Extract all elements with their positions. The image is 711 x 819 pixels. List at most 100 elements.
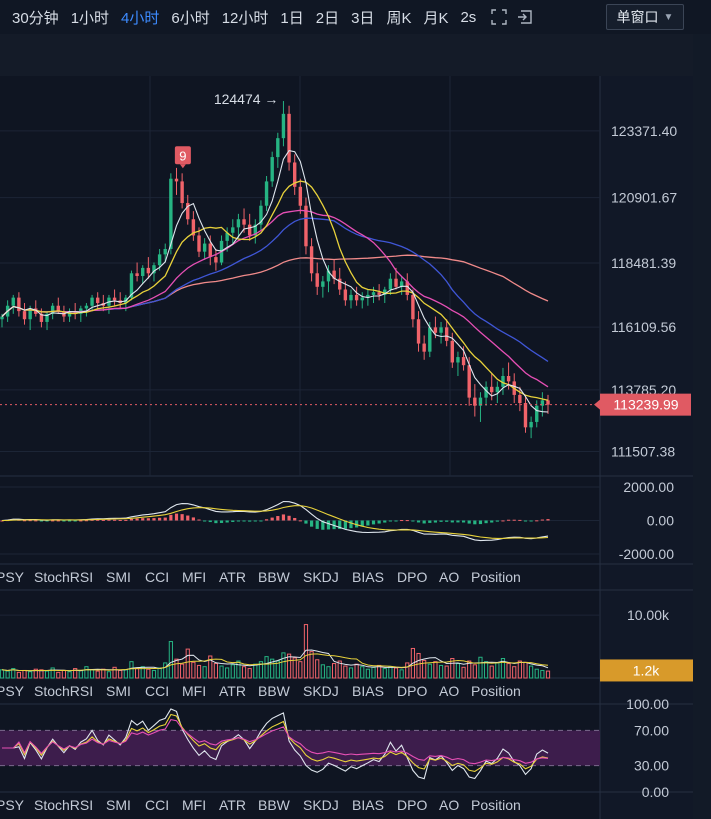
candle-body[interactable] [540,400,545,406]
candle-body[interactable] [270,157,274,182]
indicator-tab-psy[interactable]: PSY [0,797,25,813]
candle-body[interactable] [214,257,218,263]
candle-body[interactable] [529,421,533,428]
chart-canvas[interactable]: 123371.40120901.67118481.39116109.561137… [0,76,693,819]
candle-body[interactable] [546,400,550,405]
candle-body[interactable] [450,340,455,363]
indicator-tab-skdj[interactable]: SKDJ [303,569,339,585]
candle-body[interactable] [50,305,55,314]
indicator-tab-bias[interactable]: BIAS [352,797,384,813]
candle-body[interactable] [39,313,44,322]
candle-body[interactable] [208,243,212,258]
indicator-tab-atr[interactable]: ATR [219,683,246,699]
indicator-tab-dpo[interactable]: DPO [397,569,427,585]
indicator-tab-bbw[interactable]: BBW [258,797,291,813]
indicator-tab-stochrsi[interactable]: StochRSI [34,797,93,813]
candle-body[interactable] [309,246,314,274]
indicator-tab-dpo[interactable]: DPO [397,797,427,813]
candle-body[interactable] [388,278,393,290]
indicator-tab-mfi[interactable]: MFI [182,569,206,585]
indicator-tab-mfi[interactable]: MFI [182,797,206,813]
timeframe-4h[interactable]: 4小时 [121,9,160,27]
indicator-tab-cci[interactable]: CCI [145,569,169,585]
indicator-tab-bias[interactable]: BIAS [352,569,384,585]
candle-body[interactable] [242,219,246,225]
indicator-tab-stochrsi[interactable]: StochRSI [34,683,93,699]
timeframe-1h[interactable]: 1小时 [70,9,110,27]
candle-body[interactable] [253,224,257,236]
candle-body[interactable] [141,267,145,276]
indicator-tab-bias[interactable]: BIAS [352,683,384,699]
candle-body[interactable] [518,394,522,404]
candle-body[interactable] [191,219,196,236]
timeframe-2d[interactable]: 2日 [315,9,340,27]
candle-body[interactable] [366,294,370,298]
candle-body[interactable] [478,397,483,406]
window-mode-select[interactable]: 单窗口 ▼ [606,4,684,30]
candle-body[interactable] [473,397,477,406]
candle-body[interactable] [247,224,252,236]
candle-body[interactable] [439,327,443,333]
candle-body[interactable] [399,281,404,287]
candle-body[interactable] [428,327,432,352]
timeframe-12h[interactable]: 12小时 [221,9,269,27]
candle-body[interactable] [11,297,15,306]
indicator-tab-position[interactable]: Position [471,569,521,585]
candle-body[interactable] [332,270,336,279]
indicator-tab-psy[interactable]: PSY [0,683,25,699]
candle-body[interactable] [264,181,269,206]
candle-body[interactable] [0,316,4,320]
candle-body[interactable] [169,178,173,249]
candle-body[interactable] [467,365,471,398]
candle-body[interactable] [236,219,241,228]
indicator-tab-smi[interactable]: SMI [106,569,131,585]
candle-body[interactable] [349,294,353,301]
timeframe-month[interactable]: 月K [423,9,449,27]
candle-body[interactable] [371,292,376,295]
indicator-tab-bbw[interactable]: BBW [258,683,291,699]
candle-body[interactable] [22,311,27,320]
timeframe-3d[interactable]: 3日 [351,9,375,27]
indicator-tab-bbw[interactable]: BBW [258,569,291,585]
indicator-tab-smi[interactable]: SMI [106,797,131,813]
candle-body[interactable] [490,386,494,393]
candle-body[interactable] [84,305,89,309]
candle-body[interactable] [326,270,331,282]
candle-body[interactable] [180,181,184,204]
candle-body[interactable] [321,281,325,287]
indicator-tab-position[interactable]: Position [471,797,521,813]
candle-body[interactable] [129,273,134,298]
indicator-tab-ao[interactable]: AO [439,797,459,813]
timeframe-6h[interactable]: 6小时 [171,9,210,27]
candle-body[interactable] [411,294,415,320]
candle-body[interactable] [495,386,500,393]
candle-body[interactable] [416,319,421,344]
candle-body[interactable] [152,265,156,274]
indicator-tab-dpo[interactable]: DPO [397,683,427,699]
candle-body[interactable] [422,343,426,352]
candle-body[interactable] [456,357,460,363]
candle-body[interactable] [293,162,297,187]
candle-body[interactable] [405,281,409,295]
candle-body[interactable] [535,405,539,422]
candle-body[interactable] [276,138,280,158]
indicator-tab-mfi[interactable]: MFI [182,683,206,699]
candle-body[interactable] [304,205,308,247]
candle-body[interactable] [506,376,511,382]
indicator-tab-cci[interactable]: CCI [145,797,169,813]
indicator-tab-atr[interactable]: ATR [219,569,246,585]
timeframe-2s[interactable]: 2s [460,8,477,26]
candle-body[interactable] [315,273,319,287]
candle-body[interactable] [146,267,151,274]
candle-body[interactable] [360,297,364,301]
candle-body[interactable] [484,386,488,398]
indicator-tab-stochrsi[interactable]: StochRSI [34,569,93,585]
candle-body[interactable] [157,254,162,266]
candle-body[interactable] [225,232,229,241]
candle-body[interactable] [174,178,179,182]
candle-body[interactable] [343,289,348,301]
candle-body[interactable] [90,297,94,306]
fullscreen-icon[interactable] [490,8,508,26]
timeframe-30m[interactable]: 30分钟 [12,9,59,27]
candle-body[interactable] [34,308,38,314]
